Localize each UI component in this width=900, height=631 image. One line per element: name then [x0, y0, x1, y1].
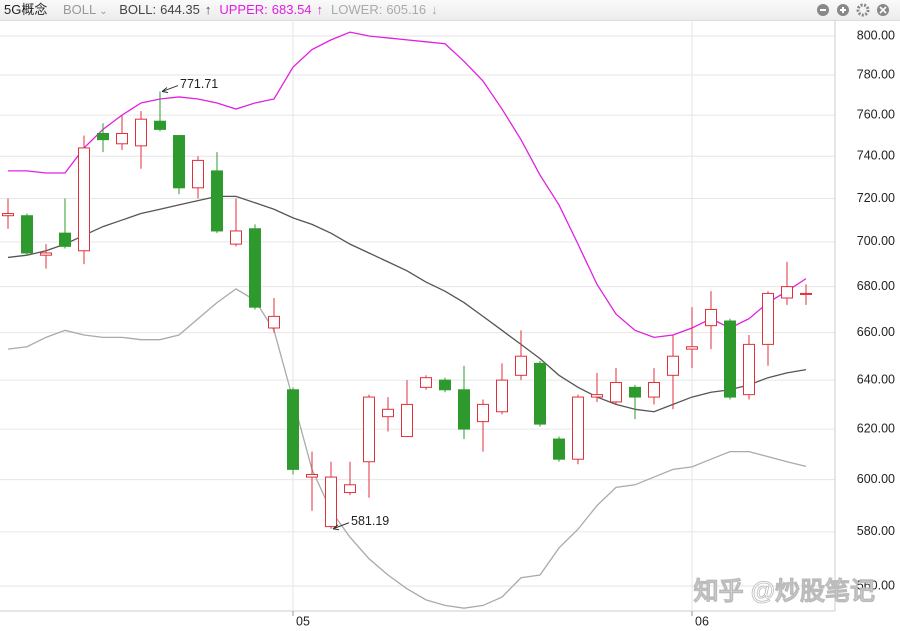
header-icons: [817, 3, 889, 17]
x-tick-label: 05: [296, 614, 310, 628]
candle-body: [59, 232, 71, 247]
legend-value: 683.54: [271, 2, 312, 17]
y-tick-label: 560.00: [857, 578, 895, 592]
legend: BOLL: 644.35 ↑ UPPER: 683.54 ↑ LOWER: 605.16 ↓: [111, 0, 437, 20]
candle-body: [496, 379, 508, 413]
candle-body: [610, 382, 622, 403]
candle-body: [40, 252, 52, 256]
y-tick-label: 600.00: [857, 472, 895, 486]
annotation-label: 771.71: [180, 77, 218, 91]
candle-body: [572, 396, 584, 460]
candle-body: [477, 403, 489, 423]
candle-body: [591, 394, 603, 398]
y-tick-label: 720.00: [857, 191, 895, 205]
legend-entry: BOLL: 644.35 ↑: [119, 0, 211, 20]
candle-body: [762, 292, 774, 345]
band-line: [7, 195, 807, 413]
candle-body: [705, 308, 717, 327]
candle-body: [344, 484, 356, 494]
candle-body: [135, 118, 147, 147]
candle-body: [743, 343, 755, 396]
candle-body: [268, 315, 280, 329]
band-line: [8, 31, 807, 339]
annotation-label: 581.19: [351, 514, 389, 528]
candle-body: [173, 135, 185, 189]
legend-name: LOWER:: [331, 2, 383, 17]
candle-body: [154, 120, 166, 130]
candle-body: [21, 215, 33, 254]
y-tick-label: 660.00: [857, 325, 895, 339]
candle-body: [724, 320, 736, 398]
candle-body: [249, 228, 261, 308]
candle-body: [116, 132, 128, 145]
candle-body: [515, 355, 527, 376]
candle-body: [382, 408, 394, 418]
settings-icon[interactable]: [856, 3, 870, 17]
candle-body: [230, 230, 242, 245]
y-tick-label: 580.00: [857, 524, 895, 538]
candle-body: [306, 473, 318, 478]
candle-body: [325, 476, 337, 528]
candle-body: [629, 386, 641, 398]
y-tick-label: 740.00: [857, 149, 895, 163]
legend-name: UPPER:: [219, 2, 268, 17]
candle-body: [686, 346, 698, 350]
legend-entry: UPPER: 683.54 ↑: [219, 0, 323, 20]
legend-name: BOLL:: [119, 2, 157, 17]
y-tick-label: 700.00: [857, 234, 895, 248]
y-tick-label: 620.00: [857, 421, 895, 435]
candle-body: [534, 362, 546, 425]
legend-value: 605.16: [386, 2, 427, 17]
candle-body: [192, 159, 204, 189]
y-tick-label: 640.00: [857, 372, 895, 386]
y-tick-label: 680.00: [857, 279, 895, 293]
candle-body: [287, 389, 299, 470]
candle-body: [420, 377, 432, 388]
legend-entry: LOWER: 605.16 ↓: [331, 0, 438, 20]
candle-body: [363, 396, 375, 463]
candle-body: [648, 382, 660, 398]
watermark: 知乎 @炒股笔记: [694, 577, 875, 606]
candle-body: [667, 355, 679, 376]
stock-name: 5G概念: [4, 2, 48, 17]
candle-body: [458, 389, 470, 430]
candle-body: [211, 170, 223, 232]
y-tick-label: 800.00: [857, 28, 895, 42]
y-tick-label: 780.00: [857, 67, 895, 81]
x-tick-label: 06: [695, 614, 709, 628]
annotation-arrow: [332, 522, 350, 531]
candle-body: [800, 292, 812, 295]
candle-body: [78, 147, 90, 252]
candle-body: [2, 213, 14, 217]
header: 5G概念 BOLL ⌄ BOLL: 644.35 ↑ UPPER: 683.54 ↑ LOWE…: [0, 0, 900, 21]
candle-body: [439, 379, 451, 391]
candle-body: [97, 132, 109, 141]
band-line: [7, 288, 807, 609]
candle-body: [553, 438, 565, 460]
candle-body: [401, 403, 413, 438]
legend-value: 644.35: [160, 2, 200, 17]
y-tick-label: 760.00: [857, 107, 895, 121]
indicator-select[interactable]: BOLL: [62, 2, 97, 17]
candle-body: [781, 286, 793, 299]
annotation-arrow: [161, 85, 179, 94]
